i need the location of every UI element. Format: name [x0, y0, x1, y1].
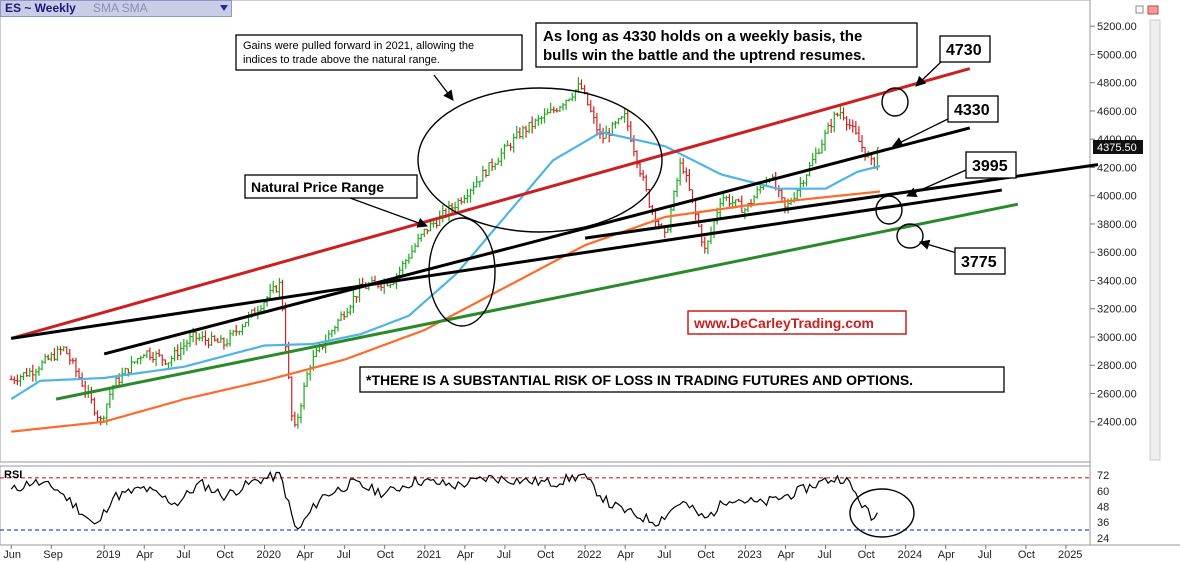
arrow-3775: [919, 239, 961, 255]
x-tick-label: Oct: [1018, 549, 1035, 561]
x-tick-label: Jun: [3, 549, 21, 561]
rsi-line: [10, 470, 878, 530]
trendline-green: [55, 202, 1019, 401]
arrow-3995: [906, 169, 967, 197]
dropdown-arrow-icon[interactable]: [220, 5, 228, 11]
x-tick-label: Apr: [457, 549, 474, 561]
x-tick-label: Oct: [537, 549, 554, 561]
chart-header[interactable]: ES ~ Weekly SMA SMA: [0, 0, 232, 17]
trendline-red-upper: [10, 67, 971, 340]
callout-circle-rsi: [849, 488, 915, 538]
x-tick-label: 2023: [737, 549, 761, 561]
rsi-panel-frame: [0, 465, 1091, 546]
annotation-natural-text: Natural Price Range: [251, 179, 384, 195]
annotation-natural: Natural Price Range: [244, 174, 418, 199]
scrollbar[interactable]: [1149, 19, 1161, 461]
svg-text:*THERE IS A SUBSTANTIAL RISK O: *THERE IS A SUBSTANTIAL RISK OF LOSS IN …: [366, 372, 913, 388]
x-tick-label: Jul: [497, 549, 511, 561]
y-tick-label: 2600.00: [1097, 388, 1137, 400]
x-tick-label: 2024: [898, 549, 922, 561]
callout-circle-3995: [875, 195, 903, 225]
annotation-holds-line2: bulls win the battle and the uptrend res…: [543, 47, 866, 64]
x-tick-label: 2025: [1058, 549, 1082, 561]
y-tick-label: 4000.00: [1097, 191, 1137, 203]
annotation-gains: Gains were pulled forward in 2021, allow…: [235, 34, 523, 71]
x-tick-label: Jul: [337, 549, 351, 561]
rsi-tick-label: 36: [1097, 517, 1109, 529]
price-axis-panel: [1090, 0, 1180, 562]
svg-text:4730: 4730: [946, 42, 982, 59]
x-tick-label: Oct: [216, 549, 233, 561]
risk-disclaimer: *THERE IS A SUBSTANTIAL RISK OF LOSS IN …: [359, 366, 1005, 393]
x-tick-label: 2022: [577, 549, 601, 561]
x-tick-label: Oct: [697, 549, 714, 561]
annotation-gains-line2: indices to trade above the natural range…: [243, 54, 440, 66]
rsi-tick-label: 60: [1097, 486, 1109, 498]
y-tick-label: 3000.00: [1097, 332, 1137, 344]
sma-short-line: [10, 130, 881, 401]
x-tick-label: Oct: [377, 549, 394, 561]
svg-text:3775: 3775: [961, 254, 997, 271]
svg-text:3995: 3995: [972, 158, 1008, 175]
x-tick-label: Jul: [978, 549, 992, 561]
rsi-tick-label: 48: [1097, 502, 1109, 514]
rsi-tick-label: 72: [1097, 470, 1109, 482]
last-price-tag: 4375.50: [1093, 140, 1143, 154]
y-tick-label: 4800.00: [1097, 78, 1137, 90]
arrow-4730: [915, 59, 944, 87]
x-tick-label: Jul: [657, 549, 671, 561]
svg-text:4375.50: 4375.50: [1097, 142, 1137, 154]
y-tick-label: 3800.00: [1097, 219, 1137, 231]
annotation-holds: As long as 4330 holds on a weekly basis,…: [535, 22, 918, 68]
y-tick-label: 3600.00: [1097, 247, 1137, 259]
y-tick-label: 5000.00: [1097, 49, 1137, 61]
x-tick-label: Apr: [136, 549, 153, 561]
x-tick-label: Apr: [617, 549, 634, 561]
label-4730: 4730: [939, 35, 991, 63]
y-tick-label: 4200.00: [1097, 162, 1137, 174]
callout-circle-3775: [896, 223, 924, 249]
expand-icon[interactable]: [1135, 5, 1144, 14]
y-tick-label: 4600.00: [1097, 106, 1137, 118]
svg-text:4330: 4330: [954, 102, 990, 119]
rsi-label: RSI: [4, 469, 22, 481]
x-tick-label: Apr: [297, 549, 314, 561]
callout-circle-4730: [881, 87, 909, 117]
y-tick-label: 3400.00: [1097, 275, 1137, 287]
arrow-gains: [433, 74, 454, 101]
label-4330: 4330: [947, 95, 999, 123]
symbol-label: ES ~ Weekly: [5, 1, 76, 15]
trendline-black-lower: [10, 188, 1003, 340]
y-tick-label: 2400.00: [1097, 417, 1137, 429]
y-tick-label: 5200.00: [1097, 21, 1137, 33]
website-label: www.DeCarleyTrading.com: [687, 310, 907, 335]
x-tick-label: 2021: [417, 549, 441, 561]
x-tick-label: 2020: [256, 549, 280, 561]
arrow-4330: [892, 117, 951, 147]
callout-ellipse-2021: [417, 87, 663, 233]
x-tick-label: Sep: [43, 549, 63, 561]
svg-text:www.DeCarleyTrading.com: www.DeCarleyTrading.com: [693, 315, 874, 331]
arrow-natural: [349, 197, 428, 228]
annotation-gains-line1: Gains were pulled forward in 2021, allow…: [243, 40, 474, 52]
x-tick-label: Jul: [818, 549, 832, 561]
indicator-label: SMA SMA: [93, 1, 148, 15]
settings-icon[interactable]: [1147, 5, 1159, 15]
x-tick-label: Apr: [777, 549, 794, 561]
y-tick-label: 3200.00: [1097, 304, 1137, 316]
x-tick-label: 2019: [96, 549, 120, 561]
x-tick-label: Apr: [938, 549, 955, 561]
annotation-holds-line1: As long as 4330 holds on a weekly basis,…: [543, 28, 862, 45]
x-tick-label: Oct: [858, 549, 875, 561]
label-3995: 3995: [965, 151, 1017, 179]
rsi-tick-label: 24: [1097, 533, 1109, 545]
main-panel-frame: [0, 0, 1091, 463]
label-3775: 3775: [954, 247, 1006, 275]
trendline-black-upper: [103, 126, 971, 356]
y-tick-label: 2800.00: [1097, 360, 1137, 372]
x-tick-label: Jul: [176, 549, 190, 561]
callout-ellipse-natural: [428, 217, 496, 327]
